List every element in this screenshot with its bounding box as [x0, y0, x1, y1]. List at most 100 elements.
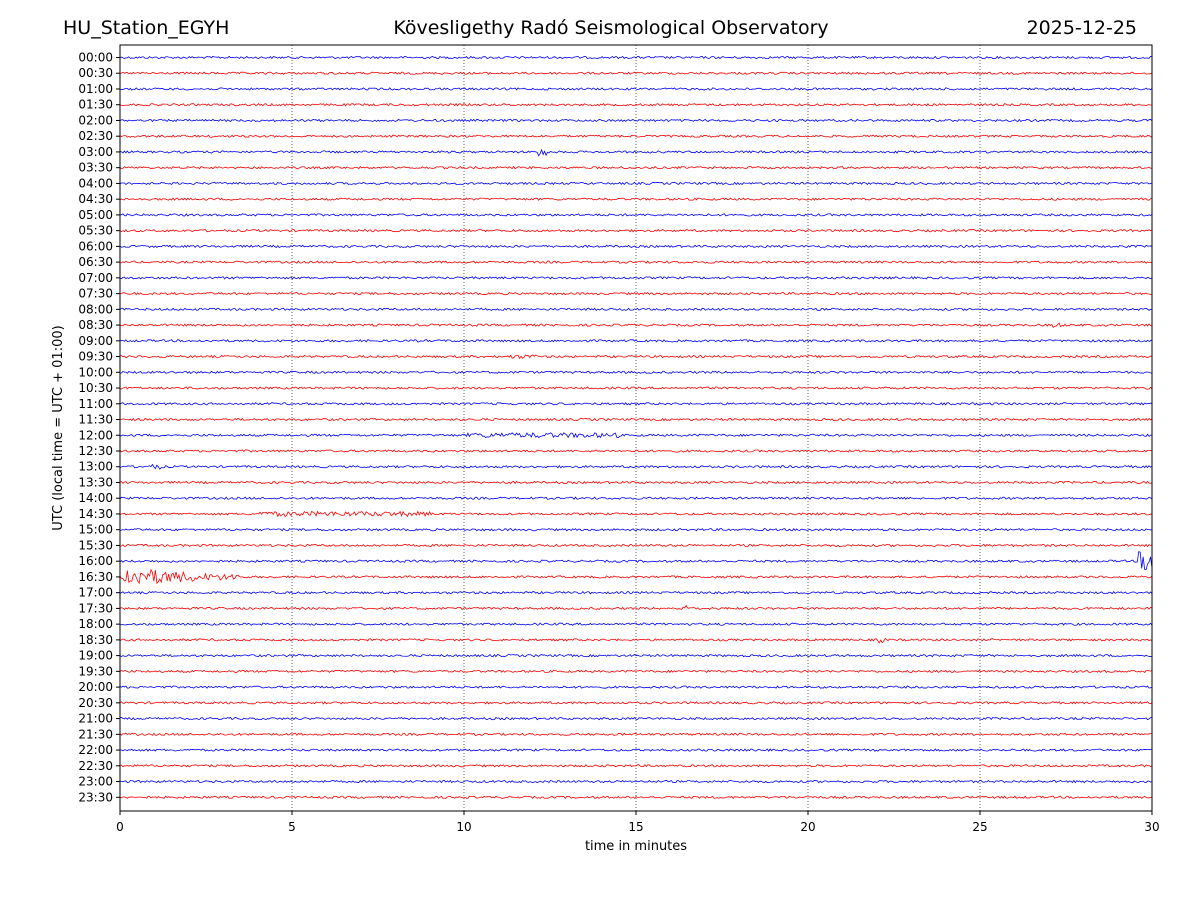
- y-tick-label: 12:30: [78, 444, 113, 458]
- y-tick-label: 22:30: [78, 759, 113, 773]
- trace-1900: [119, 653, 1153, 658]
- y-tick-label: 09:30: [78, 350, 113, 364]
- trace-1730: [119, 604, 1153, 611]
- y-tick-label: 13:00: [78, 460, 113, 474]
- trace-1600: [119, 551, 1153, 570]
- trace-1800: [119, 622, 1153, 626]
- y-tick-label: 11:30: [78, 413, 113, 427]
- chart-date: 2025-12-25: [1027, 17, 1137, 39]
- y-tick-label: 05:00: [78, 208, 113, 222]
- y-tick-label: 07:00: [78, 271, 113, 285]
- trace-0230: [119, 134, 1153, 138]
- trace-2100: [119, 716, 1153, 721]
- trace-1300: [119, 463, 1153, 470]
- trace-1130: [119, 417, 1153, 422]
- y-tick-label: 08:30: [78, 318, 113, 332]
- plot-frame: [119, 44, 1153, 812]
- x-tick-label: 10: [456, 820, 471, 834]
- y-tick-label: 09:00: [78, 334, 113, 348]
- y-tick-label: 17:00: [78, 586, 113, 600]
- trace-0900: [119, 339, 1153, 343]
- trace-0500: [119, 213, 1153, 217]
- trace-2330: [119, 795, 1153, 799]
- y-tick-label: 18:00: [78, 617, 113, 631]
- trace-1500: [119, 527, 1153, 532]
- trace-0800: [119, 307, 1153, 312]
- trace-0330: [119, 165, 1153, 170]
- y-tick-label: 00:00: [78, 51, 113, 65]
- y-axis-label: UTC (local time = UTC + 01:00): [51, 325, 66, 530]
- y-tick-label: 12:00: [78, 428, 113, 442]
- trace-1400: [119, 496, 1153, 500]
- y-tick-label: 02:30: [78, 129, 113, 143]
- trace-1530: [119, 543, 1153, 548]
- y-tick-label: 21:00: [78, 712, 113, 726]
- trace-1930: [119, 669, 1153, 674]
- trace-0630: [119, 260, 1153, 264]
- x-tick-label: 0: [116, 820, 124, 834]
- y-tick-label: 20:30: [78, 696, 113, 710]
- y-tick-label: 20:00: [78, 680, 113, 694]
- trace-0700: [119, 276, 1153, 280]
- trace-1830: [119, 637, 1153, 644]
- trace-0930: [119, 354, 1153, 360]
- x-tick-label: 30: [1144, 820, 1159, 834]
- trace-0200: [119, 118, 1153, 123]
- y-tick-label: 10:30: [78, 381, 113, 395]
- seismic-traces: [119, 55, 1153, 799]
- x-tick-label: 25: [972, 820, 987, 834]
- trace-1630: [119, 568, 1153, 585]
- y-tick-label: 03:30: [78, 161, 113, 175]
- y-tick-label: 17:30: [78, 601, 113, 615]
- y-tick-label: 07:30: [78, 287, 113, 301]
- trace-2000: [119, 685, 1153, 689]
- trace-1200: [119, 432, 1153, 439]
- trace-0530: [119, 228, 1153, 233]
- x-tick-label: 5: [288, 820, 296, 834]
- trace-0430: [119, 197, 1153, 201]
- y-tick-label: 01:30: [78, 98, 113, 112]
- trace-2300: [119, 779, 1153, 784]
- trace-0030: [119, 71, 1153, 75]
- x-axis-label: time in minutes: [585, 839, 687, 854]
- y-tick-label: 16:00: [78, 554, 113, 568]
- trace-0400: [119, 181, 1153, 186]
- trace-2200: [119, 748, 1153, 752]
- trace-1700: [119, 590, 1153, 595]
- y-tick-label: 03:00: [78, 145, 113, 159]
- trace-1230: [119, 449, 1153, 453]
- station-name: HU_Station_EGYH: [63, 17, 229, 39]
- trace-1100: [119, 402, 1153, 406]
- y-tick-label: 16:30: [78, 570, 113, 584]
- y-tick-label: 11:00: [78, 397, 113, 411]
- y-tick-label: 22:00: [78, 743, 113, 757]
- y-tick-label: 19:30: [78, 664, 113, 678]
- y-tick-label: 14:00: [78, 491, 113, 505]
- y-tick-label: 19:00: [78, 649, 113, 663]
- y-tick-label: 13:30: [78, 475, 113, 489]
- trace-1030: [119, 386, 1153, 390]
- chart-title: Kövesligethy Radó Seismological Observat…: [393, 17, 828, 39]
- y-tick-label: 05:30: [78, 224, 113, 238]
- trace-1330: [119, 480, 1153, 485]
- y-tick-label: 06:30: [78, 255, 113, 269]
- trace-1000: [119, 370, 1153, 374]
- y-tick-label: 08:00: [78, 302, 113, 316]
- y-tick-label: 21:30: [78, 727, 113, 741]
- y-tick-label: 01:00: [78, 82, 113, 96]
- trace-0000: [119, 55, 1153, 60]
- y-tick-label: 04:00: [78, 176, 113, 190]
- trace-2030: [119, 701, 1153, 705]
- trace-2230: [119, 764, 1153, 768]
- trace-0830: [119, 322, 1153, 328]
- x-tick-label: 20: [800, 820, 815, 834]
- x-tick-label: 15: [628, 820, 643, 834]
- y-tick-label: 14:30: [78, 507, 113, 521]
- y-tick-label: 02:00: [78, 113, 113, 127]
- y-tick-label: 06:00: [78, 239, 113, 253]
- y-tick-label: 23:00: [78, 775, 113, 789]
- trace-0130: [119, 103, 1153, 107]
- y-tick-label: 23:30: [78, 790, 113, 804]
- y-tick-label: 15:00: [78, 523, 113, 537]
